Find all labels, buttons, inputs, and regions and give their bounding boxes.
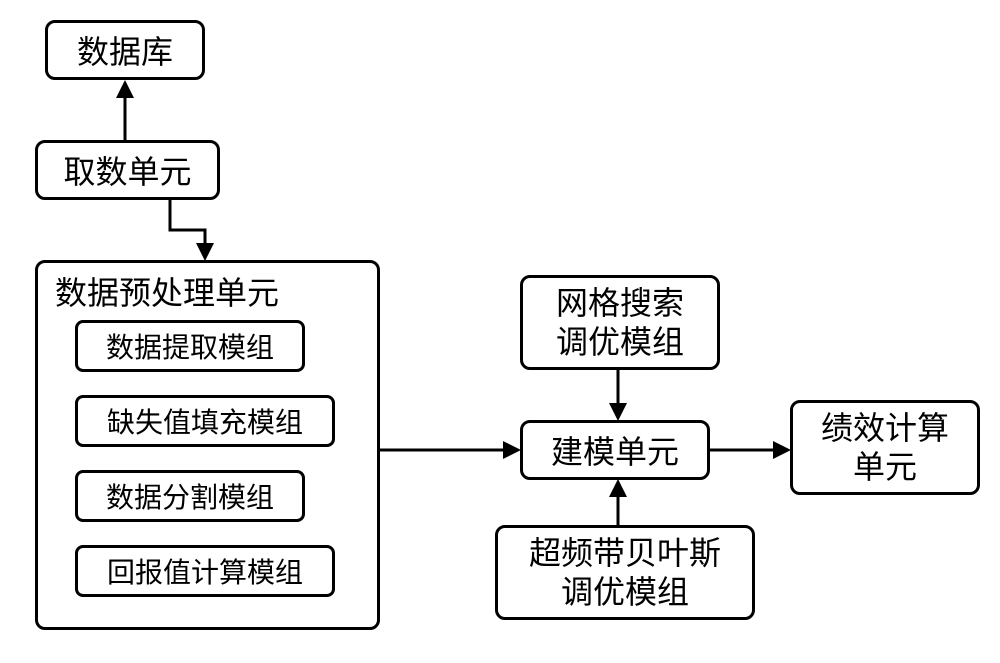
node-performance-unit-label: 绩效计算 单元 [821,409,949,486]
node-bayes-tuning: 超频带贝叶斯 调优模组 [495,525,755,620]
node-extract-module: 数据提取模组 [75,320,305,372]
edge-fetch-to-preprocess [170,200,205,258]
node-return-module-label: 回报值计算模组 [107,551,303,591]
node-extract-module-label: 数据提取模组 [106,326,274,366]
node-return-module: 回报值计算模组 [75,545,335,597]
node-fetch-unit-label: 取数单元 [63,147,191,193]
node-fetch-unit: 取数单元 [35,140,220,200]
node-modeling-unit-label: 建模单元 [551,427,679,473]
node-bayes-tuning-label: 超频带贝叶斯 调优模组 [529,534,721,611]
node-modeling-unit: 建模单元 [520,420,710,480]
node-preprocess-unit-title: 数据预处理单元 [55,268,279,314]
node-split-module-label: 数据分割模组 [106,476,274,516]
node-grid-search-label: 网格搜索 调优模组 [556,284,684,361]
node-grid-search: 网格搜索 调优模组 [520,275,720,370]
node-fill-module-label: 缺失值填充模组 [107,401,303,441]
node-split-module: 数据分割模组 [75,470,305,522]
node-database: 数据库 [45,20,205,80]
node-fill-module: 缺失值填充模组 [75,395,335,447]
node-database-label: 数据库 [77,27,173,73]
node-performance-unit: 绩效计算 单元 [790,400,980,495]
node-preprocess-unit-label: 数据预处理单元 [55,275,279,311]
